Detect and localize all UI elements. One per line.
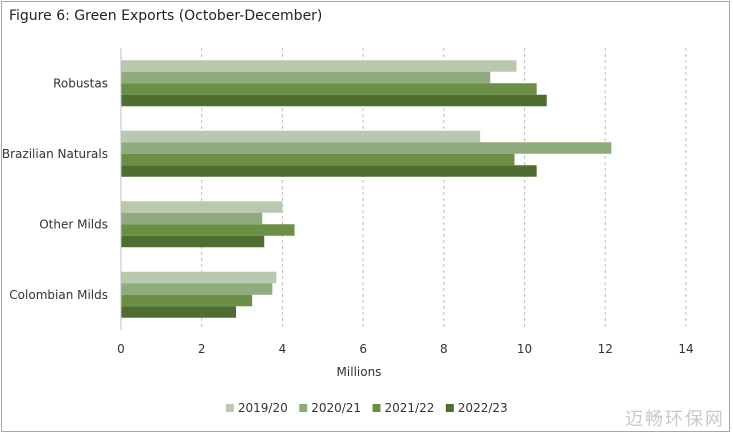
legend-swatch: [372, 404, 381, 412]
category-label: Robustas: [53, 76, 108, 90]
legend-label: 2020/21: [311, 401, 361, 415]
legend-label: 2019/20: [238, 401, 288, 415]
bar: [121, 212, 263, 225]
bar: [121, 142, 612, 154]
x-tick-label: 6: [359, 342, 367, 356]
legend-label: 2021/22: [385, 401, 435, 415]
bar: [121, 201, 283, 213]
bar: [121, 130, 481, 143]
bar: [121, 60, 517, 72]
axes: 0 2 4 6 8 10 12 14 Robustas Brazilian Naturals Oth…: [2, 48, 694, 356]
category-label: Brazilian Naturals: [2, 147, 108, 161]
watermark: 迈畅环保网: [625, 409, 725, 430]
bar: [121, 235, 265, 248]
bar: [121, 294, 253, 307]
x-axis-title: Millions: [337, 365, 382, 379]
x-tick-label: 12: [598, 342, 613, 356]
x-tick-label: 14: [678, 342, 693, 356]
bar: [121, 271, 277, 284]
legend-label: 2022/23: [458, 401, 508, 415]
bar: [121, 94, 547, 107]
x-tick-label: 4: [279, 342, 287, 356]
bar: [121, 71, 491, 84]
bar: [121, 224, 295, 236]
legend-item: 2022/23: [445, 401, 508, 415]
chart-title: Figure 6: Green Exports (October-Decembe…: [9, 8, 323, 24]
category-label: Other Milds: [39, 217, 108, 231]
legend-swatch: [445, 404, 454, 412]
bar: [121, 306, 237, 318]
legend-item: 2020/21: [299, 401, 361, 415]
bars: [121, 60, 612, 318]
legend-item: 2019/20: [225, 401, 288, 415]
legend-item: 2021/22: [372, 401, 435, 415]
bar: [121, 283, 273, 295]
bar: [121, 153, 515, 166]
x-tick-label: 0: [117, 342, 125, 356]
bar: [121, 83, 537, 95]
category-label: Colombian Milds: [9, 288, 108, 302]
legend-swatch: [225, 404, 234, 412]
legend-swatch: [299, 404, 308, 412]
bar: [121, 165, 537, 177]
x-tick-label: 8: [440, 342, 448, 356]
x-tick-label: 2: [198, 342, 206, 356]
legend: 2019/20 2020/21 2021/22 2022/23: [225, 401, 508, 415]
x-tick-label: 10: [517, 342, 532, 356]
